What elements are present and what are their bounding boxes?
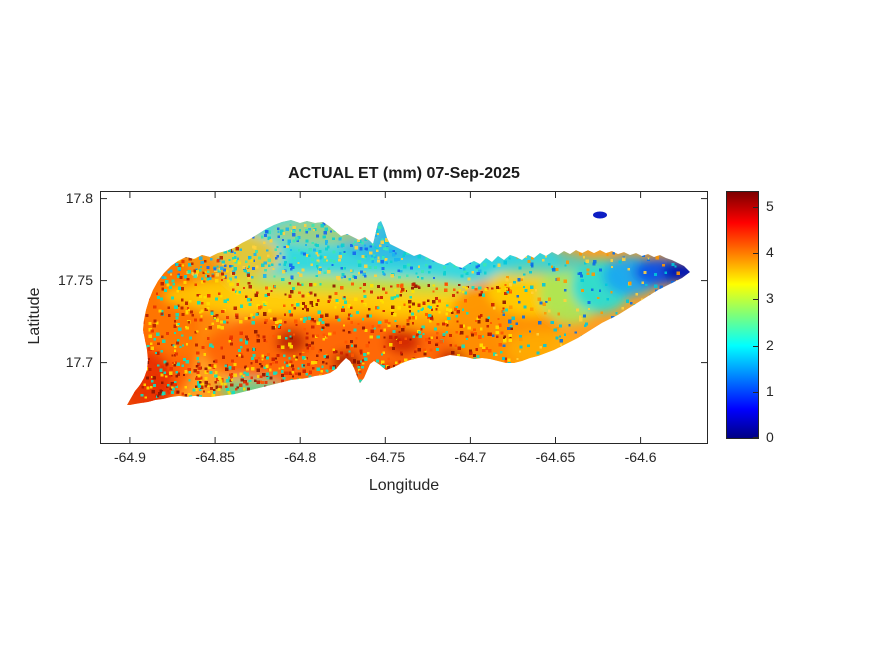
colorbar-tick-mark <box>753 437 758 438</box>
offshore-islet <box>593 211 607 219</box>
colorbar-tick-mark <box>753 391 758 393</box>
x-tick-label: -64.75 <box>365 449 406 465</box>
colorbar-tick-mark <box>753 206 758 208</box>
axis-ticks <box>101 192 707 443</box>
plot-title: ACTUAL ET (mm) 07-Sep-2025 <box>288 165 520 182</box>
x-tick-label: -64.6 <box>624 449 657 465</box>
x-tick-label: -64.7 <box>454 449 487 465</box>
colorbar-tick-label: 1 <box>766 382 774 399</box>
colorbar <box>726 191 759 439</box>
colorbar-tick-label: 4 <box>766 244 774 261</box>
x-tick-label: -64.8 <box>284 449 317 465</box>
plot-area <box>100 191 708 444</box>
colorbar-tick-label: 0 <box>766 429 774 445</box>
y-tick-label: 17.75 <box>57 271 93 288</box>
colorbar-tick-label: 5 <box>766 197 774 214</box>
colorbar-tick-label: 3 <box>766 290 774 307</box>
island-raster <box>127 220 690 405</box>
colorbar-tick-label: 2 <box>766 336 774 353</box>
et-heatmap <box>101 192 707 443</box>
x-axis-label: Longitude <box>368 477 440 494</box>
x-tick-label: -64.9 <box>113 449 146 465</box>
colorbar-tick-mark <box>753 253 758 255</box>
x-tick-label: -64.85 <box>195 449 235 465</box>
y-tick-label: 17.8 <box>65 189 93 206</box>
colorbar-tick-mark <box>753 299 758 301</box>
colorbar-tick-mark <box>753 345 758 347</box>
y-tick-label: 17.7 <box>65 353 93 370</box>
x-tick-label: -64.65 <box>535 449 576 465</box>
